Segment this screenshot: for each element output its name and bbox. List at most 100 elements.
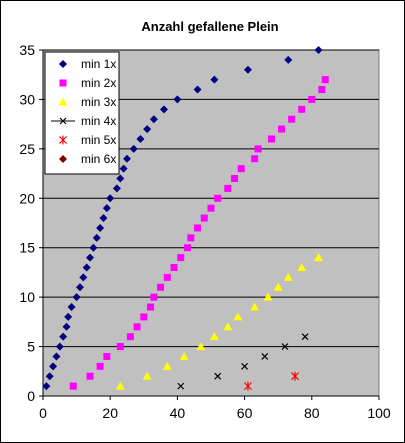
data-point (177, 382, 185, 390)
y-tick-label: 20 (19, 190, 35, 206)
data-point (123, 154, 131, 163)
data-point (163, 273, 171, 281)
data-point (103, 352, 111, 360)
data-point (193, 85, 202, 94)
data-point (250, 302, 260, 311)
data-point (59, 332, 68, 341)
series-2 (69, 76, 329, 390)
data-point (86, 372, 94, 380)
y-tick-label: 0 (27, 388, 35, 404)
y-tick-label: 25 (19, 141, 35, 157)
data-point (159, 105, 168, 114)
data-point (244, 381, 252, 391)
axes (39, 49, 380, 400)
data-point (214, 194, 222, 202)
data-point (297, 262, 307, 271)
data-point (301, 333, 309, 341)
data-point (179, 351, 189, 360)
series-5 (244, 371, 299, 391)
data-point (55, 342, 64, 351)
series-1 (42, 46, 323, 391)
legend-box (44, 51, 120, 175)
x-tick-label: 20 (102, 405, 118, 421)
data-point (150, 293, 158, 301)
legend-marker (59, 117, 67, 125)
data-points (42, 46, 329, 391)
data-point (149, 115, 158, 124)
data-point (291, 371, 299, 381)
legend-marker (59, 155, 67, 163)
data-point (318, 86, 326, 94)
legend-marker (59, 60, 67, 68)
x-tick-label: 100 (367, 405, 391, 421)
data-point (147, 303, 155, 311)
legend-label: min 3x (81, 95, 116, 109)
data-point (278, 125, 286, 133)
legend: min 1x min 2x min 3x min 4x min 5x min 6x (44, 51, 120, 175)
data-point (209, 332, 219, 341)
data-point (69, 382, 77, 390)
data-point (207, 204, 215, 212)
legend-marker (58, 97, 68, 106)
data-point (200, 214, 208, 222)
data-point (143, 125, 152, 134)
data-point (251, 155, 259, 163)
series-4 (177, 333, 309, 390)
data-point (223, 322, 233, 331)
data-point (314, 46, 323, 54)
data-point (314, 253, 324, 262)
data-point (273, 282, 283, 291)
x-tick-label: 0 (39, 405, 47, 421)
data-point (224, 184, 232, 192)
y-tick-label: 30 (19, 91, 35, 107)
legend-label: min 4x (81, 114, 116, 128)
data-point (233, 312, 243, 321)
data-point (261, 353, 269, 360)
legend-label: min 1x (81, 57, 116, 71)
data-point (52, 352, 61, 361)
data-point (136, 134, 145, 143)
data-point (64, 312, 73, 321)
data-point (298, 105, 306, 113)
data-point (162, 361, 172, 370)
data-point (82, 263, 91, 272)
data-point (157, 283, 165, 291)
y-tick-label: 15 (19, 240, 35, 256)
y-tick-label: 35 (19, 42, 35, 58)
data-point (126, 333, 134, 341)
chart-title: Anzahl gefallene Plein (141, 19, 278, 34)
data-point (112, 184, 121, 193)
data-point (62, 322, 71, 331)
data-point (281, 343, 289, 350)
data-point (177, 254, 185, 262)
data-point (210, 75, 219, 84)
y-tick-label: 10 (19, 289, 35, 305)
data-point (92, 233, 101, 242)
legend-label: min 5x (81, 133, 116, 147)
data-point (115, 381, 125, 390)
data-point (129, 144, 138, 153)
data-point (284, 55, 293, 64)
data-point (254, 145, 262, 153)
data-point (45, 372, 54, 381)
data-point (283, 272, 293, 281)
data-point (116, 174, 125, 183)
data-point (142, 371, 152, 380)
series-3 (115, 253, 324, 390)
data-point (214, 372, 222, 380)
legend-marker (59, 135, 67, 145)
data-point (321, 76, 329, 84)
legend-label: min 6x (81, 152, 116, 166)
x-tick-label: 60 (237, 405, 253, 421)
tick-labels: 0 5 10 15 20 25 30 35 0 20 40 60 80 100 (19, 42, 390, 421)
data-point (170, 263, 178, 271)
data-point (288, 115, 296, 123)
data-point (86, 253, 95, 262)
x-tick-label: 40 (170, 405, 186, 421)
data-point (187, 234, 195, 242)
data-point (119, 164, 128, 173)
data-point (99, 214, 108, 223)
data-point (96, 223, 105, 232)
data-point (89, 243, 98, 252)
